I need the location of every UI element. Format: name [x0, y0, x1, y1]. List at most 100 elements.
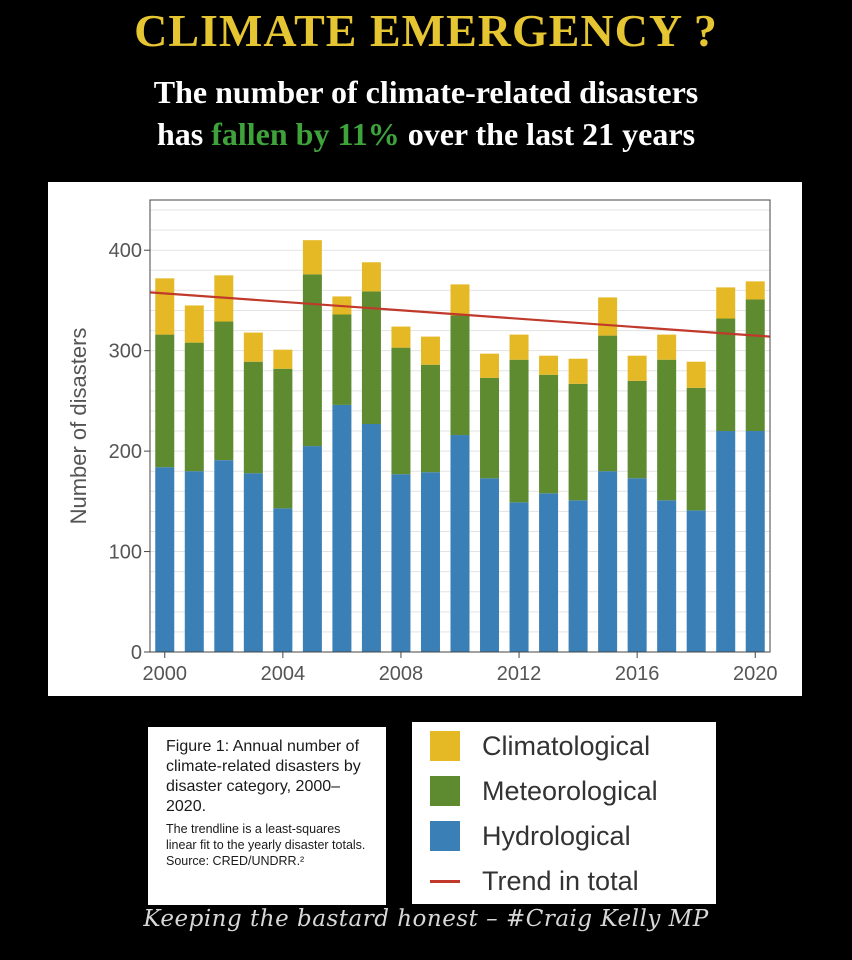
bar-meteorological-2005	[302, 274, 322, 447]
bar-hydrological-2009	[420, 472, 440, 652]
legend-swatch-hydrological	[430, 821, 460, 851]
x-tick-label-2008: 2008	[379, 663, 424, 685]
bar-meteorological-2015	[598, 335, 618, 472]
bar-climatological-2012	[509, 334, 529, 360]
bar-climatological-2015	[598, 297, 618, 336]
bar-meteorological-2017	[657, 359, 677, 501]
bar-meteorological-2007	[361, 291, 381, 424]
legend-swatch-meteorological	[430, 776, 460, 806]
bar-meteorological-2016	[627, 380, 647, 479]
y-tick-label-100: 100	[109, 542, 142, 564]
bar-meteorological-2009	[420, 364, 440, 473]
legend-swatch-climatological	[430, 731, 460, 761]
y-axis-label: Number of disasters	[66, 328, 91, 525]
bar-hydrological-2018	[686, 510, 706, 652]
bar-meteorological-2012	[509, 359, 529, 503]
bar-meteorological-2001	[184, 342, 204, 472]
bar-hydrological-2008	[391, 474, 411, 652]
x-tick-label-2016: 2016	[615, 663, 660, 685]
bar-hydrological-2016	[627, 478, 647, 652]
legend-item-hydrological: Hydrological	[430, 818, 631, 854]
bar-climatological-2003	[243, 332, 263, 362]
y-tick-label-200: 200	[109, 441, 142, 463]
bar-meteorological-2002	[214, 321, 234, 461]
bar-hydrological-2015	[598, 471, 618, 652]
figure-caption: Figure 1: Annual number of climate-relat…	[148, 727, 386, 905]
bar-climatological-2009	[420, 336, 440, 365]
bar-hydrological-2017	[657, 500, 677, 652]
bar-hydrological-2004	[273, 508, 293, 652]
bar-climatological-2005	[302, 240, 322, 275]
legend-label-climatological: Climatological	[482, 730, 651, 761]
bar-meteorological-2003	[243, 361, 263, 474]
chart-panel: 0 100 200 300 400 2000 2004 2008 2012 2016 2020 Num…	[48, 182, 802, 696]
legend-item-trend: Trend in total	[430, 863, 639, 899]
bar-meteorological-2008	[391, 347, 411, 475]
trend-line	[149, 291, 771, 338]
x-tick-label-2004: 2004	[261, 663, 306, 685]
bar-climatological-2011	[480, 353, 500, 378]
legend-item-climatological: Climatological	[430, 728, 650, 764]
plot-frame	[149, 199, 771, 653]
bar-hydrological-2006	[332, 404, 352, 652]
bar-climatological-2016	[627, 355, 647, 381]
x-tick-label-2020: 2020	[733, 663, 778, 685]
bar-climatological-2014	[568, 358, 588, 384]
caption-note: The trendline is a least-squares linear …	[166, 822, 366, 868]
bar-climatological-2007	[361, 262, 381, 292]
y-tick-label-300: 300	[109, 341, 142, 363]
bar-hydrological-2019	[716, 431, 736, 652]
footer-signature: Keeping the bastard honest – #Craig Kell…	[143, 906, 709, 932]
legend-label-trend: Trend in total	[482, 865, 639, 896]
bar-meteorological-2000	[155, 334, 175, 468]
bar-climatological-2017	[657, 334, 677, 360]
bar-hydrological-2014	[568, 500, 588, 652]
bar-climatological-2004	[273, 349, 293, 369]
subtitle-line-1: The number of climate-related disasters	[153, 74, 699, 110]
bar-hydrological-2012	[509, 502, 529, 652]
legend-label-meteorological: Meteorological	[482, 775, 658, 806]
bar-hydrological-2010	[450, 435, 470, 652]
legend-item-meteorological: Meteorological	[430, 773, 658, 809]
x-tick-label-2012: 2012	[497, 663, 542, 685]
bar-hydrological-2013	[539, 493, 559, 652]
bar-meteorological-2004	[273, 368, 293, 509]
caption-main: Figure 1: Annual number of climate-relat…	[166, 738, 361, 815]
subtitle-prefix: has	[156, 116, 212, 152]
bar-climatological-2020	[745, 281, 765, 300]
bar-hydrological-2011	[480, 478, 500, 652]
bar-hydrological-2002	[214, 460, 234, 652]
subtitle-suffix: over the last 21 years	[399, 116, 696, 152]
legend-label-hydrological: Hydrological	[482, 820, 631, 851]
stacked-bar-chart: 0 100 200 300 400 2000 2004 2008 2012 2016 2020 Num…	[66, 199, 778, 685]
bar-climatological-2019	[716, 287, 736, 319]
bar-meteorological-2018	[686, 387, 706, 511]
legend: Climatological Meteorological Hydrologic…	[412, 722, 716, 904]
y-tick-label-0: 0	[131, 642, 142, 664]
bar-hydrological-2005	[302, 446, 322, 652]
y-tick-label-400: 400	[109, 240, 142, 262]
bar-meteorological-2019	[716, 318, 736, 432]
bar-hydrological-2007	[361, 423, 381, 652]
x-tick-label-2000: 2000	[143, 663, 188, 685]
bar-climatological-2000	[155, 278, 175, 335]
bar-meteorological-2010	[450, 315, 470, 436]
bar-climatological-2018	[686, 361, 706, 388]
bar-climatological-2010	[450, 284, 470, 316]
bar-hydrological-2020	[745, 431, 765, 652]
bar-climatological-2013	[539, 355, 559, 375]
subtitle-line-2: has fallen by 11% over the last 21 years	[0, 116, 852, 153]
headline-title: CLIMATE EMERGENCY ?	[134, 5, 718, 56]
subtitle-highlight: fallen by 11%	[211, 116, 400, 152]
bar-meteorological-2014	[568, 383, 588, 501]
bar-climatological-2008	[391, 326, 411, 348]
bar-hydrological-2003	[243, 473, 263, 652]
bar-meteorological-2013	[539, 374, 559, 494]
bar-hydrological-2000	[155, 467, 175, 652]
bar-meteorological-2006	[332, 314, 352, 405]
bar-meteorological-2011	[480, 377, 500, 479]
bar-hydrological-2001	[184, 471, 204, 652]
legend-swatch-trend	[430, 879, 460, 883]
bar-meteorological-2020	[745, 299, 765, 432]
bar-climatological-2001	[184, 305, 204, 343]
